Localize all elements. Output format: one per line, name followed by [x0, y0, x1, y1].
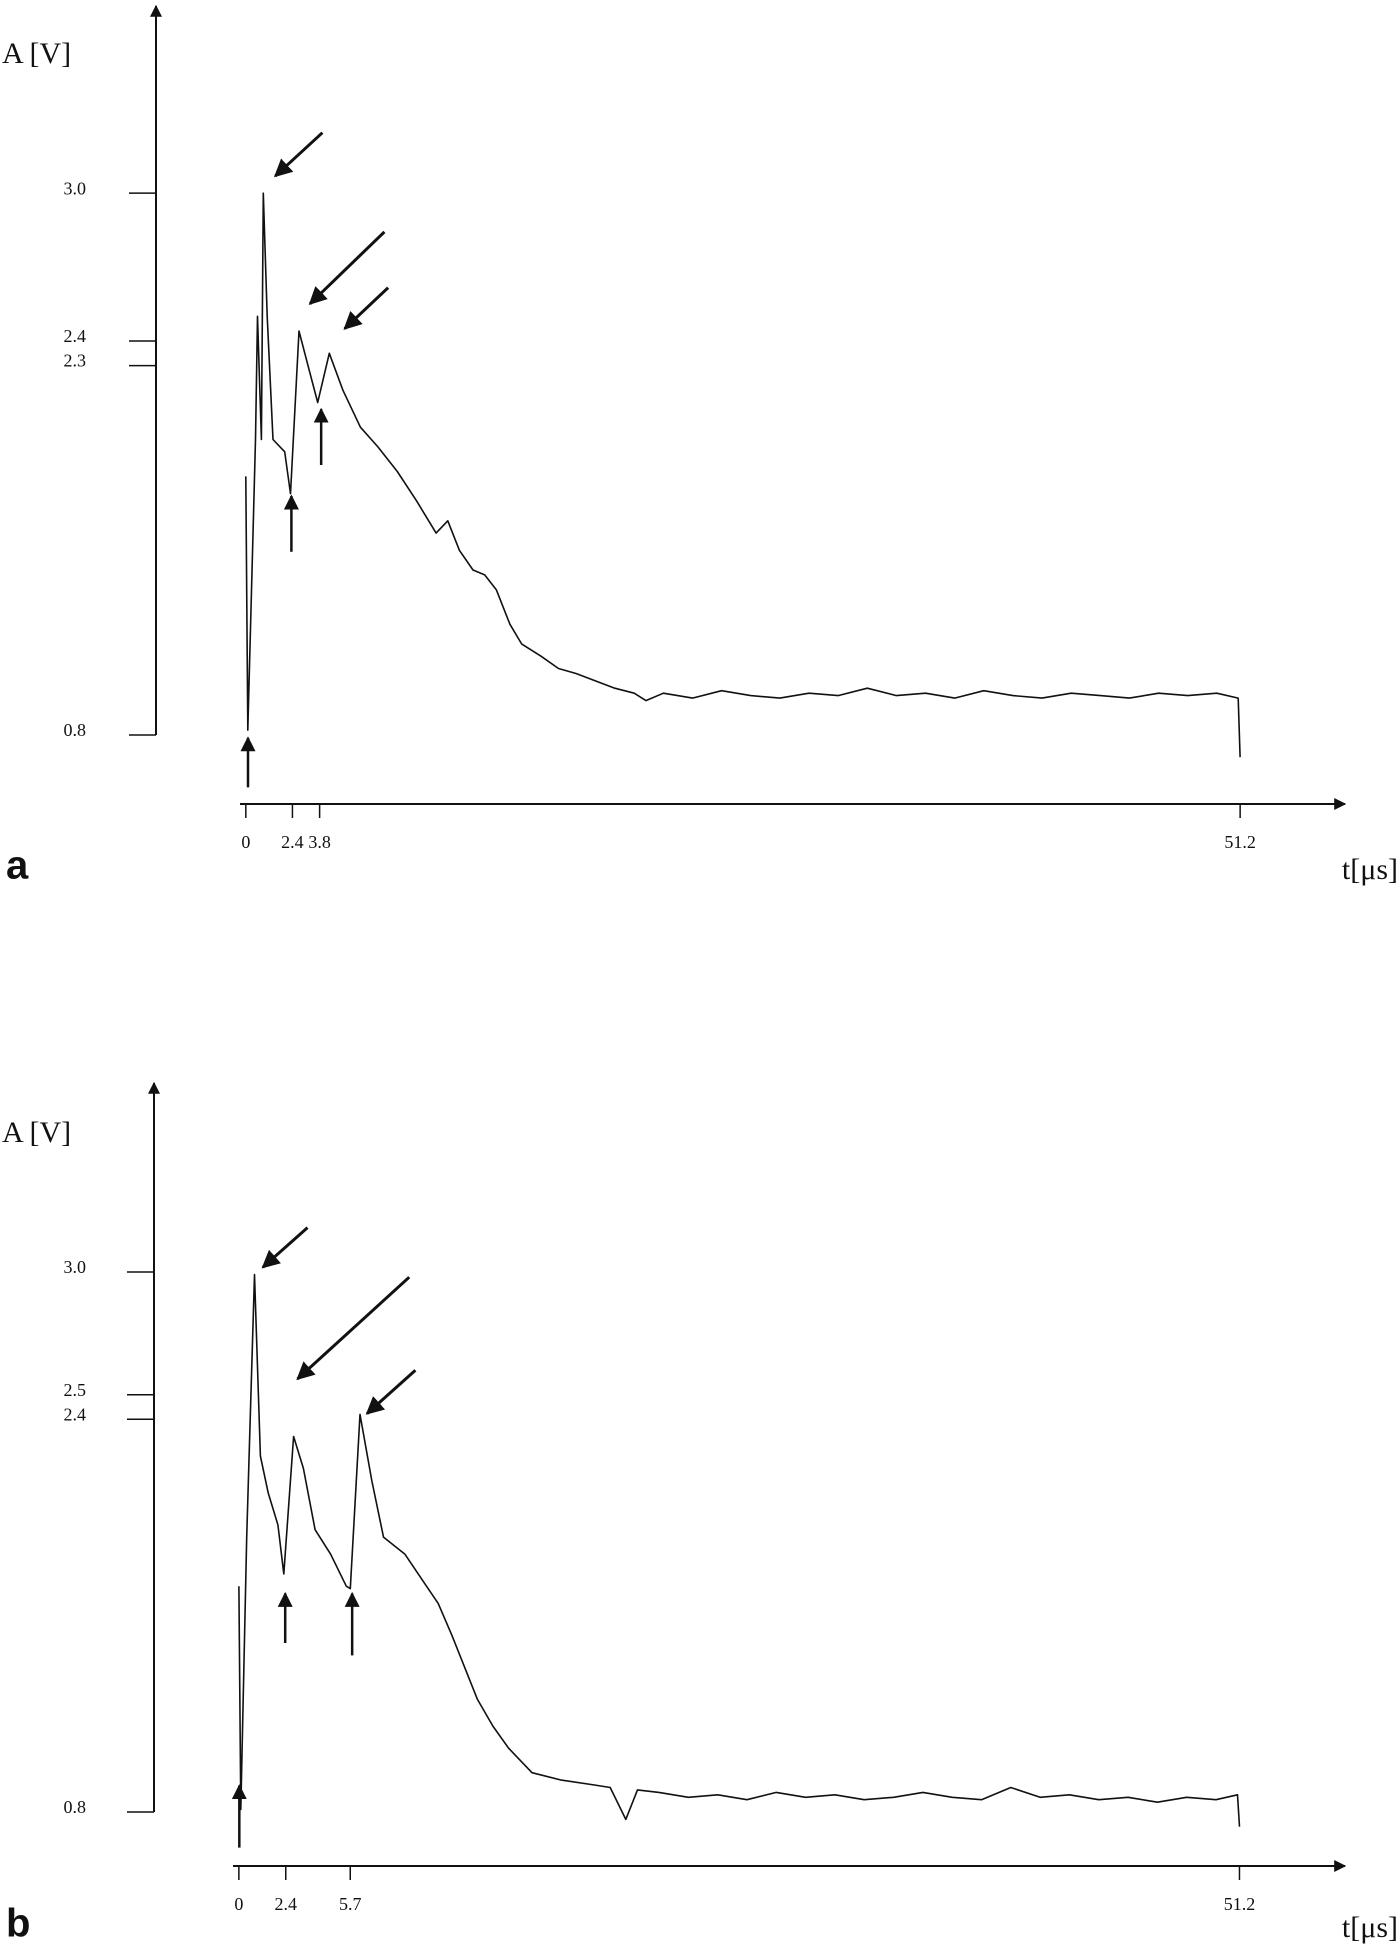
peak-arrow — [308, 230, 386, 306]
peak-arrow — [273, 131, 324, 178]
y-tick-label: 3.0 — [64, 1257, 87, 1277]
peak-arrow — [365, 1369, 417, 1415]
x-tick-label: 0 — [241, 832, 250, 852]
x-axis-label: t[μs] — [1342, 853, 1398, 886]
peak-arrow — [343, 286, 390, 330]
x-axis-label: t[μs] — [1342, 1911, 1398, 1944]
x-tick-label: 2.4 — [281, 832, 304, 852]
signal-line — [245, 192, 1241, 758]
x-tick-label: 51.2 — [1224, 832, 1256, 852]
y-tick-label: 2.4 — [64, 1404, 87, 1424]
y-tick-label: 3.0 — [64, 178, 87, 198]
peak-arrow — [261, 1226, 309, 1269]
y-tick-label: 0.8 — [64, 720, 87, 740]
panel-label: a — [6, 844, 29, 888]
panel-label: b — [6, 1902, 30, 1945]
y-tick-label: 0.8 — [64, 1797, 87, 1817]
y-tick-label: 2.5 — [64, 1380, 87, 1400]
y-axis-label: A [V] — [2, 37, 71, 70]
signal-line — [238, 1273, 1241, 1827]
x-tick-label: 51.2 — [1224, 1894, 1256, 1914]
y-axis-label: A [V] — [2, 1116, 71, 1149]
y-tick-label: 2.3 — [64, 351, 87, 371]
x-tick-label: 2.4 — [275, 1894, 298, 1914]
x-tick-label: 0 — [234, 1894, 243, 1914]
y-tick-label: 2.4 — [64, 326, 87, 346]
x-tick-label: 3.8 — [308, 832, 331, 852]
x-tick-label: 5.7 — [339, 1894, 362, 1914]
peak-arrow — [296, 1276, 411, 1381]
